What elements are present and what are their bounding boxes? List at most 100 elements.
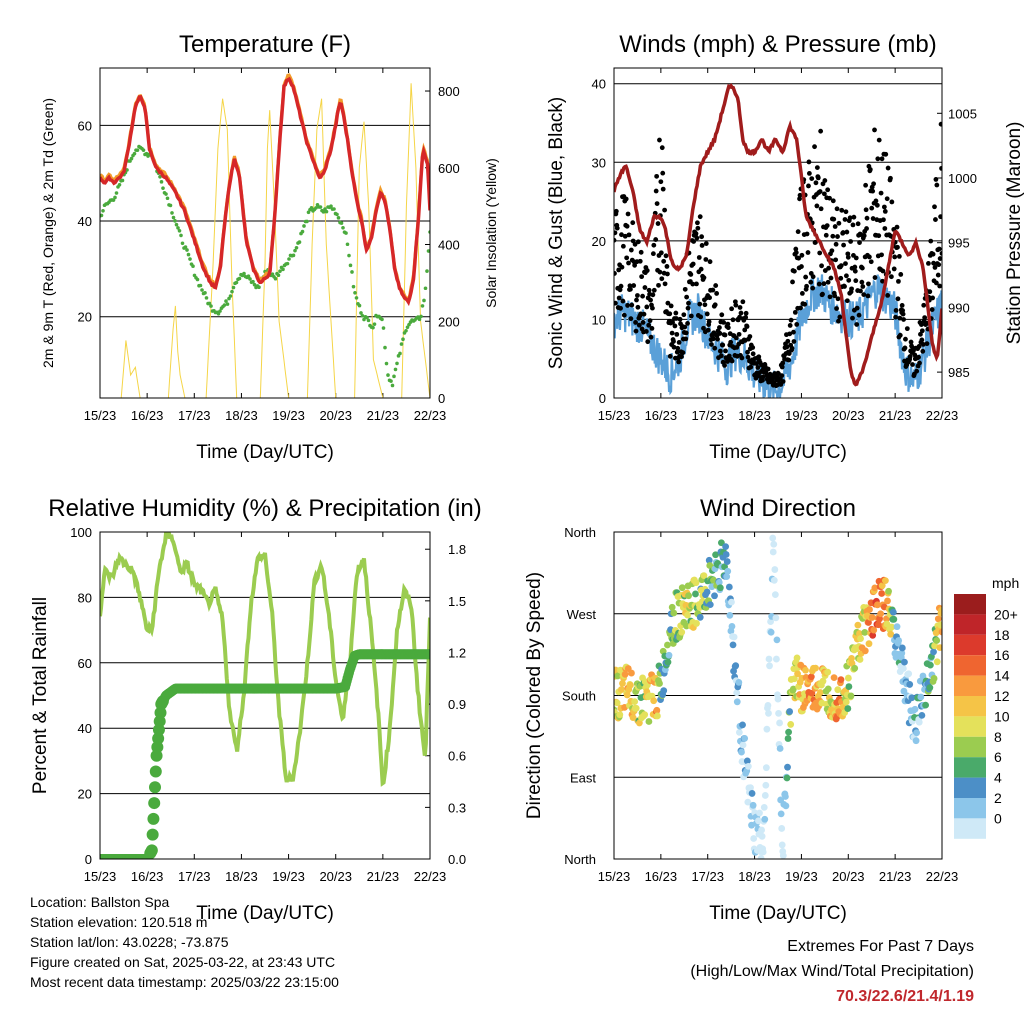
gust-point — [888, 175, 893, 181]
direction-point — [618, 686, 625, 693]
direction-point — [851, 664, 859, 672]
direction-point — [865, 640, 873, 648]
gust-point — [793, 246, 799, 252]
gust-point — [702, 302, 708, 308]
gust-point — [893, 314, 899, 320]
dewpoint-point — [278, 269, 282, 273]
direction-point — [865, 619, 872, 626]
direction-point — [759, 848, 767, 856]
gust-point — [667, 353, 673, 359]
gust-point — [914, 368, 920, 374]
gust-point — [899, 303, 905, 308]
gust-point — [697, 214, 703, 220]
gust-point — [659, 145, 665, 151]
gust-point — [622, 233, 628, 239]
direction-point — [728, 598, 735, 606]
gust-point — [634, 297, 639, 303]
dewpoint-point — [300, 229, 305, 234]
gust-point — [816, 281, 822, 287]
gust-point — [646, 322, 652, 328]
y2-tick-label: 1.2 — [448, 645, 466, 660]
direction-point — [777, 810, 785, 818]
dewpoint-point — [332, 207, 336, 211]
direction-point — [767, 628, 775, 636]
gust-point — [918, 322, 924, 327]
gust-point — [618, 283, 624, 289]
gust-point — [830, 233, 836, 239]
direction-point — [725, 583, 733, 591]
x-tick-label: 20/23 — [832, 869, 865, 884]
gust-point — [866, 254, 872, 260]
direction-point — [715, 579, 723, 586]
dewpoint-point — [329, 204, 333, 208]
gust-point — [919, 337, 925, 343]
gust-point — [797, 196, 802, 202]
direction-point — [629, 714, 637, 722]
direction-point — [807, 673, 815, 681]
direction-point — [878, 582, 886, 590]
direction-point — [876, 615, 883, 623]
gust-point — [717, 325, 722, 330]
dewpoint-point — [158, 174, 162, 179]
direction-point — [683, 622, 690, 630]
gust-point — [701, 325, 706, 331]
x-tick-label: 16/23 — [645, 869, 678, 884]
dewpoint-point — [348, 263, 353, 268]
direction-point — [918, 712, 926, 719]
gust-point — [928, 238, 934, 244]
gust-point — [938, 121, 942, 127]
direction-point — [866, 606, 873, 613]
gust-point — [712, 302, 718, 308]
dewpoint-point — [285, 261, 290, 266]
gust-point — [675, 345, 681, 351]
dewpoint-point — [186, 252, 191, 257]
direction-point — [844, 674, 852, 682]
gust-point — [931, 260, 936, 266]
dewpoint-point — [389, 379, 393, 383]
dewpoint-point — [287, 257, 291, 261]
gust-point — [713, 283, 719, 288]
x-tick-label: 22/23 — [926, 869, 959, 884]
x-tick-label: 22/23 — [414, 408, 447, 423]
gust-point — [891, 266, 897, 272]
gust-point — [814, 203, 820, 209]
gust-point — [896, 254, 902, 259]
legend-swatch — [954, 634, 986, 656]
dewpoint-point — [141, 148, 146, 152]
gust-point — [852, 268, 858, 274]
x-tick-label: 15/23 — [84, 869, 117, 884]
dewpoint-point — [306, 210, 311, 215]
direction-point — [761, 792, 769, 799]
gust-point — [882, 226, 888, 231]
precip-point — [145, 844, 158, 857]
direction-point — [842, 698, 850, 706]
dewpoint-point — [293, 248, 297, 253]
gust-point — [682, 324, 688, 330]
gust-point — [628, 316, 634, 322]
direction-point — [653, 706, 661, 714]
direction-point — [743, 757, 751, 765]
dewpoint-point — [216, 312, 221, 316]
gust-point — [817, 189, 823, 194]
direction-point — [868, 614, 876, 621]
direction-point — [926, 684, 934, 692]
gust-point — [910, 362, 915, 367]
gust-point — [629, 302, 635, 308]
dewpoint-point — [354, 296, 359, 300]
gust-point — [832, 224, 838, 229]
dewpoint-point — [426, 249, 430, 253]
dewpoint-point — [401, 337, 405, 342]
x-tick-label: 17/23 — [691, 408, 724, 423]
direction-point — [765, 655, 773, 663]
gust-point — [826, 265, 832, 271]
station-elevation: Station elevation: 120.518 m — [30, 914, 208, 930]
direction-point — [765, 709, 772, 717]
gust-point — [737, 305, 743, 310]
chart-title: Relative Humidity (%) & Precipitation (i… — [48, 495, 481, 522]
gust-point — [813, 180, 819, 186]
dewpoint-point — [207, 301, 212, 306]
gust-point — [690, 261, 696, 267]
dewpoint-point — [294, 245, 299, 250]
gust-point — [717, 348, 723, 354]
gust-point — [792, 309, 798, 315]
